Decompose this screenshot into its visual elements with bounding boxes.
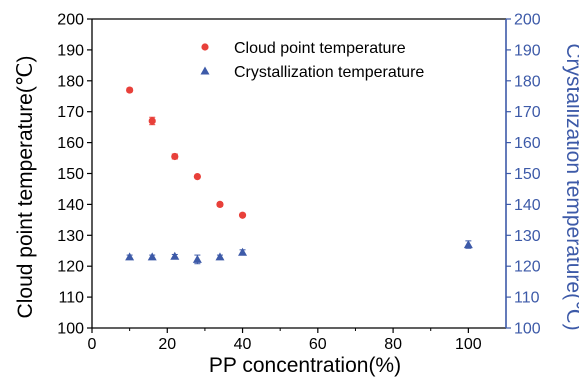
series-0 (126, 86, 247, 219)
legend-marker-cloud-point (201, 43, 209, 51)
left-y-tick-label: 170 (57, 104, 84, 121)
right-y-axis-label: Crystallization temperature(℃) (562, 43, 579, 330)
data-marks (125, 86, 473, 265)
right-y-tick-label: 190 (514, 42, 541, 59)
data-point (192, 254, 202, 263)
legend-marker-crystallization (200, 66, 210, 75)
data-point (463, 240, 473, 249)
data-point (238, 247, 248, 256)
left-y-tick-label: 140 (57, 197, 84, 214)
left-y-tick-label: 110 (58, 290, 84, 307)
right-y-tick-label: 140 (514, 197, 541, 214)
legend-label-cloud-point: Cloud point temperature (234, 40, 406, 57)
x-tick-label: 0 (88, 336, 97, 353)
x-tick-label: 100 (455, 336, 482, 353)
left-y-tick-label: 130 (57, 228, 84, 245)
left-y-tick-label: 120 (57, 259, 84, 276)
data-point (193, 172, 201, 181)
left-y-tick-label: 150 (57, 166, 84, 183)
x-axis-label: PP concentration(%) (209, 354, 401, 377)
left-y-tick-label: 100 (57, 321, 84, 338)
x-tick-label: 40 (234, 336, 252, 353)
data-point (215, 252, 225, 261)
left-y-tick-label: 200 (57, 12, 84, 29)
right-y-tick-label: 180 (514, 73, 541, 90)
right-y-tick-label: 200 (514, 12, 541, 29)
data-point (148, 117, 156, 125)
left-y-axis-label: Cloud point temperature(℃) (14, 56, 37, 319)
data-point (238, 211, 247, 219)
x-tick-label: 60 (309, 336, 327, 353)
right-y-tick-label: 100 (514, 321, 541, 338)
right-y-tick-label: 160 (514, 135, 541, 152)
x-tick-label: 20 (158, 336, 176, 353)
data-point (171, 152, 179, 161)
data-point (126, 86, 134, 94)
right-y-tick-label: 130 (514, 228, 541, 245)
data-point (216, 200, 224, 208)
x-tick-label: 80 (384, 336, 402, 353)
data-point (170, 251, 180, 260)
right-y-tick-label: 110 (514, 290, 540, 307)
legend-label-crystallization: Crystallization temperature (234, 64, 424, 81)
right-y-tick-label: 170 (514, 104, 541, 121)
legend: Cloud point temperature Crystallization … (200, 40, 424, 81)
data-point (147, 252, 157, 261)
left-y-tick-label: 160 (57, 135, 84, 152)
left-y-tick-label: 180 (57, 73, 84, 90)
data-point (125, 252, 135, 261)
series-1 (125, 240, 473, 265)
ticks: 0 20 40 60 80 100 100 100 110 110 120 120 130 130 140 1… (57, 12, 541, 354)
right-y-tick-label: 150 (514, 166, 541, 183)
right-y-tick-label: 120 (514, 259, 541, 276)
left-y-tick-label: 190 (57, 42, 84, 59)
